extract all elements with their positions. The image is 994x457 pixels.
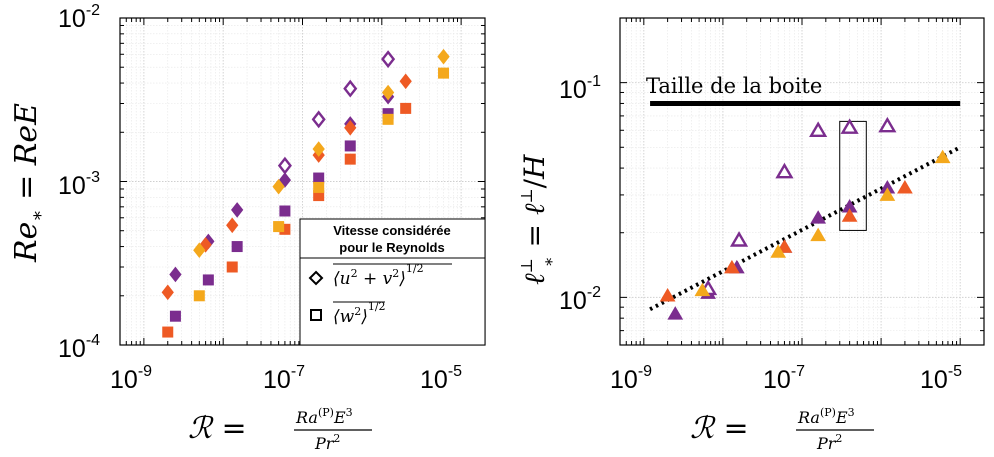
left-square-point (274, 222, 284, 232)
left-square-point (314, 182, 324, 192)
right-triangle-point (668, 307, 682, 319)
left-square-point (227, 262, 237, 272)
right-triangle-point (811, 229, 825, 241)
right-xtick-1e-7: 10-7 (763, 363, 805, 394)
left-diamond-point (232, 203, 243, 217)
right-xtick-1e-5: 10-5 (920, 363, 962, 394)
left-ylabel: Re∗ = ReE (9, 103, 48, 263)
right-triangle-point (811, 124, 825, 136)
left-xtick-1e-7: 10-7 (263, 363, 305, 394)
left-diamond-point (227, 218, 238, 232)
legend-title-line2: pour le Reynolds (339, 240, 444, 255)
right-triangle-point (661, 289, 675, 301)
right-chart-panel: Taille de la boite 10-1 10-2 10-9 10-7 1… (517, 18, 984, 453)
right-triangle-point (936, 151, 950, 163)
svg-text:Ra(P)E3: Ra(P)E3 (797, 406, 855, 427)
left-diamond-point (345, 82, 356, 96)
svg-text:Ra(P)E3: Ra(P)E3 (295, 406, 353, 427)
svg-text:ℛ =: ℛ = (690, 411, 749, 446)
left-xlabel: ℛ = Ra(P)E3 Pr2 (188, 406, 372, 453)
left-square-point (383, 114, 393, 124)
left-diamond-point (162, 285, 173, 299)
left-square-point (203, 275, 213, 285)
box-size-annotation: Taille de la boite (646, 74, 822, 98)
left-xtick-1e-5: 10-5 (420, 363, 462, 394)
svg-text:ℛ =: ℛ = (188, 411, 247, 446)
left-ytick-1e-2: 10-2 (58, 2, 100, 33)
right-ylabel: ℓ⊥ ∗ = ℓ⊥/H (517, 154, 558, 285)
left-ytick-1e-3: 10-3 (58, 169, 100, 200)
left-square-point (170, 311, 180, 321)
right-triangle-point (843, 121, 857, 133)
left-square-point (232, 242, 242, 252)
left-xtick-1e-9: 10-9 (110, 363, 152, 394)
right-ytick-1e-2: 10-2 (559, 284, 601, 315)
right-reference-lines (650, 103, 960, 309)
svg-text:Pr2: Pr2 (314, 432, 340, 453)
left-square-point (401, 103, 411, 113)
left-diamond-point (438, 50, 449, 64)
legend: Vitesse considérée pour le Reynolds ⟨u2 … (300, 219, 485, 345)
left-square-point (345, 154, 355, 164)
right-triangle-point (732, 233, 746, 245)
left-diamond-point (279, 159, 290, 173)
left-square-point (163, 327, 173, 337)
left-square-point (280, 206, 290, 216)
svg-text:Pr2: Pr2 (816, 432, 842, 453)
left-diamond-point (313, 112, 324, 126)
right-data-marks (661, 119, 950, 319)
left-square-point (439, 68, 449, 78)
left-diamond-point (400, 74, 411, 88)
right-xlabel: ℛ = Ra(P)E3 Pr2 (690, 406, 874, 453)
right-ytick-1e-1: 10-1 (559, 73, 601, 104)
left-ytick-1e-4: 10-4 (58, 332, 100, 363)
right-triangle-point (777, 165, 791, 177)
right-triangle-point (898, 181, 912, 193)
left-square-point (345, 141, 355, 151)
legend-title-line1: Vitesse considérée (333, 223, 451, 238)
left-diamond-point (170, 267, 181, 281)
fit-dotted-line (650, 147, 960, 309)
right-xtick-1e-9: 10-9 (610, 363, 652, 394)
left-square-point (194, 291, 204, 301)
left-chart-panel: 10-2 10-3 10-4 10-9 10-7 10-5 Re∗ = ReE … (9, 2, 485, 453)
left-square-point (314, 173, 324, 183)
right-triangle-point (880, 119, 894, 131)
